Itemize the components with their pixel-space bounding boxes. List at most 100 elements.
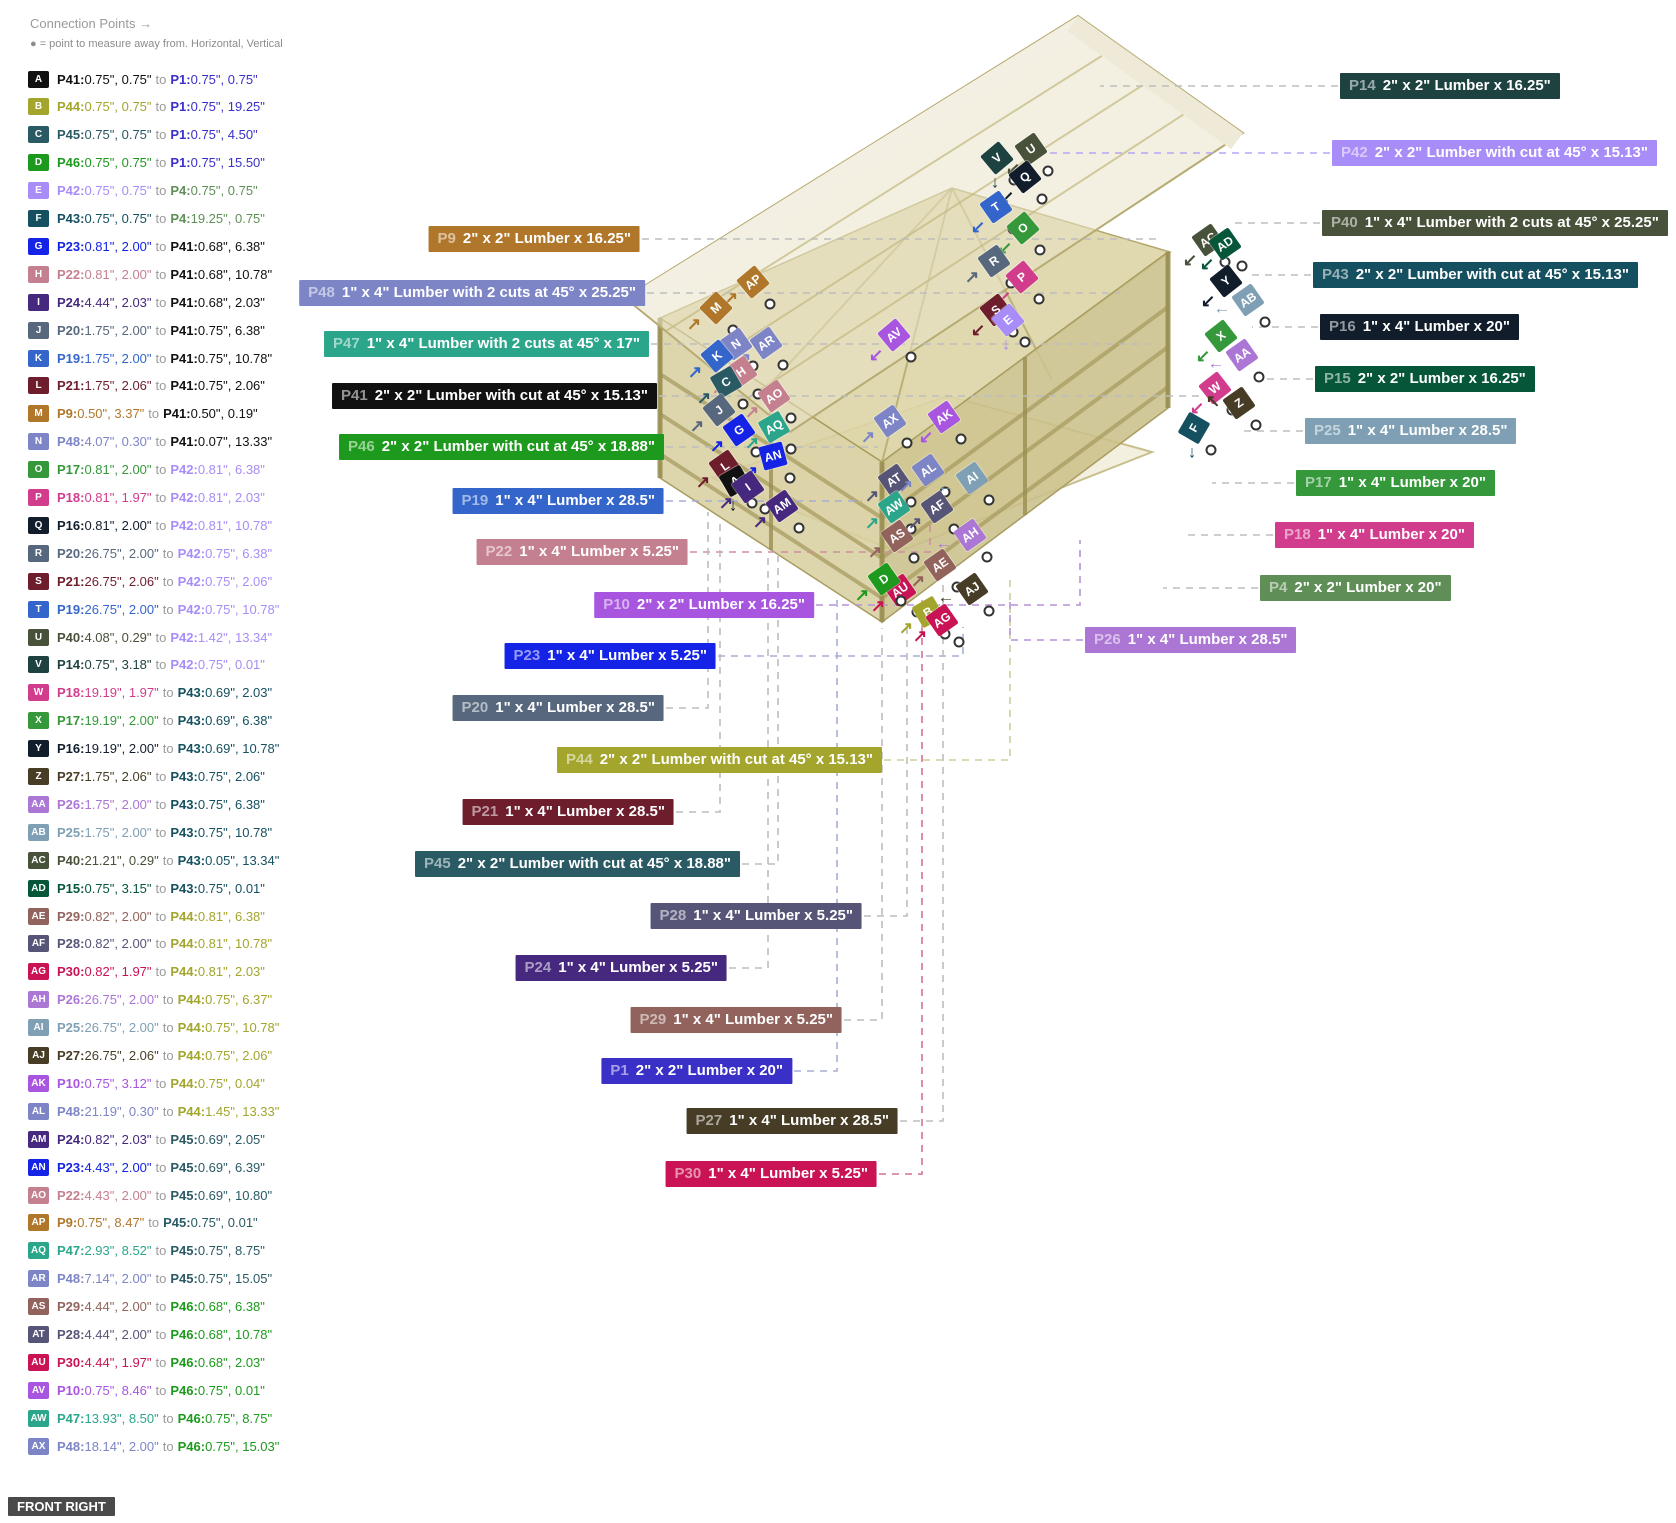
part-label-P40[interactable]: P40 1" x 4" Lumber with 2 cuts at 45° x 2… (1322, 210, 1668, 236)
part-label-P16[interactable]: P16 1" x 4" Lumber x 20" (1320, 314, 1519, 340)
part-label-P21[interactable]: P21 1" x 4" Lumber x 28.5" (462, 799, 674, 825)
badge-arrow-D: ↗ (854, 585, 870, 605)
to-part-coords: 1.42", 13.34" (197, 629, 273, 645)
connection-point-letter-badge: D (28, 154, 49, 172)
to-part-coords: 0.69", 2.03" (205, 685, 273, 701)
part-label-P20[interactable]: P20 1" x 4" Lumber x 28.5" (452, 695, 664, 721)
part-label-P30[interactable]: P30 1" x 4" Lumber x 5.25" (665, 1161, 877, 1187)
to-part-coords: 0.75", 2.06" (205, 1048, 273, 1063)
part-label-P24[interactable]: P24 1" x 4" Lumber x 5.25" (515, 955, 727, 981)
to-word: to (155, 183, 167, 199)
to-part-coords: 0.81", 6.38" (197, 908, 265, 924)
part-label-P29[interactable]: P29 1" x 4" Lumber x 5.25" (630, 1007, 842, 1033)
part-label-P18[interactable]: P18 1" x 4" Lumber x 20" (1275, 522, 1474, 548)
badge-arrow-AK: ↙ (918, 427, 934, 447)
part-label-text: 1" x 4" Lumber with 2 cuts at 45° x 25.2… (1364, 214, 1659, 231)
connection-dot-AD (1236, 260, 1248, 272)
to-word: to (155, 517, 167, 533)
to-word: to (162, 601, 174, 617)
part-label-P46[interactable]: P46 2" x 2" Lumber with cut at 45° x 18.8… (339, 434, 664, 460)
connection-point-row: O P17: 0.81", 2.00" to P42: 0.81", 6.38" (28, 456, 265, 484)
part-label-P27[interactable]: P27 1" x 4" Lumber x 28.5" (686, 1108, 898, 1134)
part-label-P48[interactable]: P48 1" x 4" Lumber with 2 cuts at 45° x 2… (299, 280, 645, 306)
from-part-name: P25: (57, 824, 85, 840)
to-part-name: P41: (170, 350, 198, 366)
from-part-coords: 1.75", 2.00" (84, 350, 152, 366)
connection-dot-Z (1250, 419, 1262, 431)
to-word: to (155, 824, 167, 840)
part-label-prefix: P45 (424, 855, 451, 872)
to-part-coords: 0.75", 2.06" (197, 769, 265, 784)
connection-point-row: AX P48: 18.14", 2.00" to P46: 0.75", 15.03" (28, 1432, 279, 1460)
to-part-coords: 0.75", 4.50" (190, 127, 258, 143)
to-part-coords: 0.81", 10.78" (197, 936, 273, 952)
part-label-P44[interactable]: P44 2" x 2" Lumber with cut at 45° x 15.1… (557, 747, 882, 773)
from-part-name: P17: (57, 462, 85, 478)
part-label-P47[interactable]: P47 1" x 4" Lumber with 2 cuts at 45° x 1… (324, 331, 649, 357)
connection-point-row: W P18: 19.19", 1.97" to P43: 0.69", 2.03" (28, 679, 272, 707)
view-label: FRONT RIGHT (8, 1497, 115, 1516)
to-word: to (162, 713, 174, 729)
part-label-P19[interactable]: P19 1" x 4" Lumber x 28.5" (452, 488, 664, 514)
from-part-coords: 0.75", 3.18" (84, 657, 152, 673)
to-part-coords: 0.69", 6.39" (197, 1159, 265, 1175)
from-part-coords: 0.81", 2.00" (84, 266, 152, 282)
part-label-P42[interactable]: P42 2" x 2" Lumber with cut at 45° x 15.1… (1332, 140, 1657, 166)
part-label-P22[interactable]: P22 1" x 4" Lumber x 5.25" (476, 539, 688, 565)
part-label-prefix: P41 (341, 387, 368, 404)
part-label-P10[interactable]: P10 2" x 2" Lumber x 16.25" (594, 592, 814, 618)
from-part-coords: 0.75", 0.75" (84, 99, 152, 115)
from-part-name: P26: (57, 992, 85, 1008)
to-word: to (155, 1159, 167, 1175)
to-part-coords: 1.45", 13.33" (205, 1103, 280, 1119)
to-part-name: P41: (163, 406, 191, 422)
from-part-name: P48: (57, 1438, 85, 1454)
to-part-name: P42: (170, 517, 198, 533)
part-label-P28[interactable]: P28 1" x 4" Lumber x 5.25" (650, 903, 862, 929)
connection-point-row: AG P30: 0.82", 1.97" to P44: 0.81", 2.03" (28, 958, 265, 986)
to-part-name: P46: (177, 1438, 206, 1454)
to-part-coords: 0.68", 6.38" (197, 1299, 265, 1315)
badge-arrow-AT: ↗ (864, 486, 880, 506)
from-part-name: P30: (57, 1354, 85, 1370)
part-label-P17[interactable]: P17 1" x 4" Lumber x 20" (1296, 470, 1495, 496)
part-label-P15[interactable]: P15 2" x 2" Lumber x 16.25" (1315, 366, 1535, 392)
to-part-name: P43: (170, 824, 198, 840)
connection-point-row: K P19: 1.75", 2.00" to P41: 0.75", 10.78" (28, 344, 272, 372)
part-label-P45[interactable]: P45 2" x 2" Lumber with cut at 45° x 18.8… (415, 851, 740, 877)
part-label-P41[interactable]: P41 2" x 2" Lumber with cut at 45° x 15.1… (332, 383, 657, 409)
part-label-P25[interactable]: P25 1" x 4" Lumber x 28.5" (1305, 418, 1517, 444)
badge-arrow-B: ↗ (898, 618, 914, 638)
part-label-P23[interactable]: P23 1" x 4" Lumber x 5.25" (504, 643, 716, 669)
to-part-coords: 0.75", 10.78" (205, 1020, 280, 1036)
connection-point-row: Z P27: 1.75", 2.06" to P43: 0.75", 2.06" (28, 763, 265, 791)
part-label-prefix: P15 (1324, 370, 1351, 387)
connection-point-letter-badge: AE (28, 907, 49, 925)
to-word: to (162, 1438, 174, 1454)
connection-point-letter-badge: E (28, 182, 49, 200)
part-label-prefix: P14 (1349, 77, 1376, 94)
part-label-P26[interactable]: P26 1" x 4" Lumber x 28.5" (1085, 627, 1297, 653)
to-part-name: P45: (170, 1271, 198, 1287)
from-part-coords: 0.75", 0.75" (84, 127, 152, 143)
part-label-P43[interactable]: P43 2" x 2" Lumber with cut at 45° x 15.1… (1313, 262, 1638, 288)
to-part-coords: 19.25", 0.75" (190, 211, 265, 226)
connection-point-row: AQ P47: 2.93", 8.52" to P45: 0.75", 8.75" (28, 1237, 265, 1265)
from-part-name: P41: (57, 71, 85, 87)
to-part-coords: 0.75", 15.03" (205, 1438, 280, 1454)
badge-arrow-Z: ↖ (1205, 391, 1221, 411)
badge-arrow-AC: ↙ (1182, 250, 1198, 270)
badge-arrow-AB: ← (1213, 298, 1231, 318)
part-label-P14[interactable]: P14 2" x 2" Lumber x 16.25" (1340, 73, 1560, 99)
from-part-name: P27: (57, 769, 85, 784)
part-label-prefix: P40 (1331, 214, 1358, 231)
part-label-P1[interactable]: P1 2" x 2" Lumber x 20" (601, 1058, 792, 1084)
to-word: to (162, 573, 174, 589)
part-label-P4[interactable]: P4 2" x 2" Lumber x 20" (1260, 575, 1451, 601)
part-label-text: 2" x 2" Lumber with cut at 45° x 15.13" (1355, 266, 1629, 283)
connection-point-letter-badge: Z (28, 768, 49, 785)
from-part-name: P26: (57, 796, 85, 812)
connection-dot-AG (953, 636, 965, 648)
lead-line-P20 (666, 512, 709, 709)
part-label-P9[interactable]: P9 2" x 2" Lumber x 16.25" (428, 226, 640, 252)
